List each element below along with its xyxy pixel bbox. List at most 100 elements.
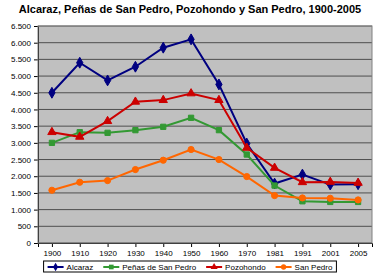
y-tick: 4.000	[11, 106, 38, 115]
x-tick-label: 2001	[322, 249, 340, 258]
y-tick-label: 1.000	[11, 206, 32, 215]
y-tick-label: 4.000	[11, 106, 32, 115]
y-tick-mark	[34, 126, 38, 127]
series-marker	[187, 89, 195, 96]
legend-marker	[53, 263, 58, 272]
series-marker	[298, 177, 306, 184]
x-tick: 1970	[238, 243, 256, 258]
grid-line	[38, 226, 372, 227]
series-marker	[244, 152, 249, 157]
y-tick: 2.500	[11, 156, 38, 165]
y-tick-mark	[34, 243, 38, 244]
x-tick: 1950	[183, 243, 201, 258]
grid-line	[38, 92, 372, 93]
x-tick: 1910	[71, 243, 89, 258]
series-marker	[49, 187, 55, 193]
series-marker	[103, 116, 111, 123]
title: Alcaraz, Peñas de San Pedro, Pozohondo y…	[19, 3, 361, 15]
series-marker	[104, 177, 110, 183]
grid-line	[38, 59, 372, 60]
chart: Alcaraz, Peñas de San Pedro, Pozohondo y…	[0, 0, 380, 273]
y-tick-label: 500	[18, 222, 32, 231]
x-tick: 1981	[266, 243, 284, 258]
y-tick: 6.500	[11, 22, 38, 31]
series-marker	[327, 195, 333, 201]
series-marker	[299, 195, 305, 201]
y-tick: 4.500	[11, 89, 38, 98]
background	[0, 0, 380, 273]
y-tick-mark	[34, 160, 38, 161]
series-marker	[216, 79, 222, 90]
y-tick-label: 0	[27, 239, 32, 248]
y-tick: 3.500	[11, 122, 38, 131]
x-tick-mark	[302, 243, 303, 247]
y-tick-mark	[34, 26, 38, 27]
legend-item: Pozohondo	[206, 263, 266, 272]
grid-line	[38, 209, 372, 210]
series-marker	[132, 61, 138, 72]
grid-line	[38, 109, 372, 110]
x-tick-label: 2005	[350, 249, 368, 258]
y-tick: 0	[27, 239, 38, 248]
y-tick: 5.000	[11, 72, 38, 81]
x-tick-mark	[247, 243, 248, 247]
plot-frame	[38, 26, 372, 243]
grid-line	[38, 192, 372, 193]
y-tick: 1.000	[11, 206, 38, 215]
y-tick: 5.500	[11, 55, 38, 64]
series-marker	[188, 115, 193, 120]
x-tick: 1930	[127, 243, 145, 258]
y-axis: 05001.0001.5002.0002.5003.0003.5004.0004…	[11, 22, 39, 248]
legend-marker	[211, 263, 218, 269]
legend-label: San Pedro	[295, 263, 333, 272]
x-tick-mark	[275, 243, 276, 247]
x-tick-label: 1930	[127, 249, 145, 258]
y-tick-mark	[34, 143, 38, 144]
grid-line	[38, 126, 372, 127]
legend-item: Alcaraz	[48, 263, 94, 272]
y-tick: 500	[18, 222, 38, 231]
series-line	[52, 93, 358, 182]
series-line	[52, 118, 358, 202]
series-marker	[326, 177, 334, 184]
y-tick-mark	[34, 76, 38, 77]
legend-box	[44, 261, 337, 272]
series-marker	[133, 128, 138, 133]
x-tick: 1940	[155, 243, 173, 258]
series-marker	[49, 87, 55, 98]
y-tick-label: 5.000	[11, 72, 32, 81]
y-tick: 6.000	[11, 39, 38, 48]
x-tick-label: 1900	[44, 249, 62, 258]
x-tick-mark	[163, 243, 164, 247]
y-tick-label: 1.500	[11, 189, 32, 198]
x-tick-mark	[191, 243, 192, 247]
legend-label: Pozohondo	[225, 263, 266, 272]
series-marker	[77, 57, 83, 68]
x-tick-label: 1950	[183, 249, 201, 258]
series-marker	[271, 193, 277, 199]
x-tick-mark	[358, 243, 359, 247]
grid-line	[38, 159, 372, 160]
legend-label: Alcaraz	[67, 263, 94, 272]
series-marker	[270, 163, 278, 170]
y-tick-mark	[34, 193, 38, 194]
series-group	[48, 34, 362, 205]
legend-marker	[281, 264, 286, 269]
y-tick-label: 6.500	[11, 22, 32, 31]
legend-label: Peñas de San Pedro	[122, 263, 196, 272]
x-tick-label: 1920	[99, 249, 117, 258]
series-line	[52, 39, 358, 184]
y-tick-label: 4.500	[11, 89, 32, 98]
legend: Alcaraz Peñas de San Pedro Pozohondo San Pe…	[44, 261, 337, 272]
x-tick: 2001	[322, 243, 340, 258]
grid-line	[38, 42, 372, 43]
grid	[38, 26, 372, 243]
x-tick-mark	[219, 243, 220, 247]
series-marker	[215, 95, 223, 102]
series-marker	[271, 178, 277, 189]
y-tick-mark	[34, 109, 38, 110]
y-tick: 1.500	[11, 189, 38, 198]
y-tick-label: 6.000	[11, 39, 32, 48]
y-tick-label: 2.000	[11, 172, 32, 181]
series-marker	[188, 34, 194, 45]
